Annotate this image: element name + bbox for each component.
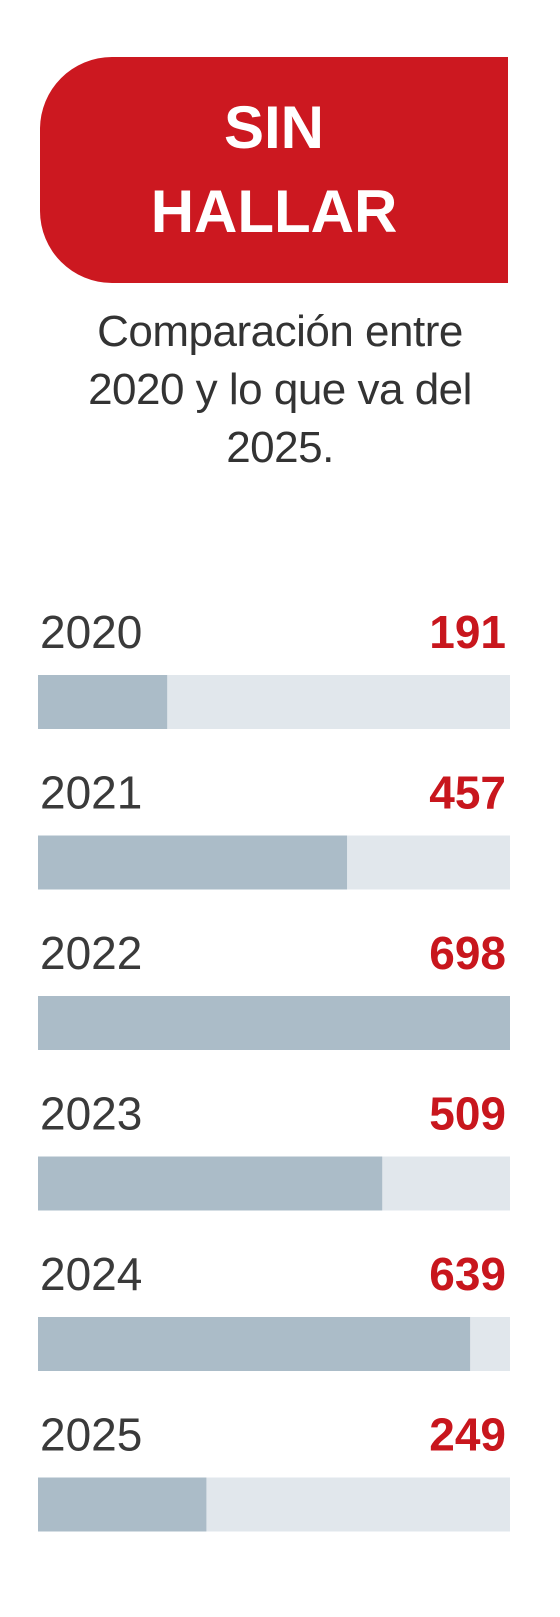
- value-label: 509: [429, 1088, 506, 1140]
- bar: [38, 1317, 471, 1371]
- value-label: 457: [429, 767, 506, 819]
- bar: [38, 1477, 207, 1532]
- category-label: 2022: [40, 927, 142, 979]
- value-label: 698: [429, 927, 506, 979]
- bar: [38, 1156, 383, 1211]
- category-label: 2020: [40, 606, 142, 658]
- chart-subtitle: Comparación entre 2020 y lo que va del 2…: [88, 307, 472, 472]
- bar: [38, 835, 348, 890]
- bar: [38, 675, 168, 729]
- value-label: 191: [429, 606, 506, 658]
- value-label: 639: [429, 1248, 506, 1300]
- value-label: 249: [429, 1409, 506, 1461]
- title-box: SIN HALLAR: [40, 57, 508, 283]
- bar: [38, 996, 510, 1050]
- chart-title: SIN HALLAR: [150, 94, 398, 245]
- category-label: 2021: [40, 767, 142, 819]
- category-label: 2023: [40, 1088, 142, 1140]
- category-label: 2025: [40, 1409, 142, 1461]
- category-label: 2024: [40, 1248, 142, 1300]
